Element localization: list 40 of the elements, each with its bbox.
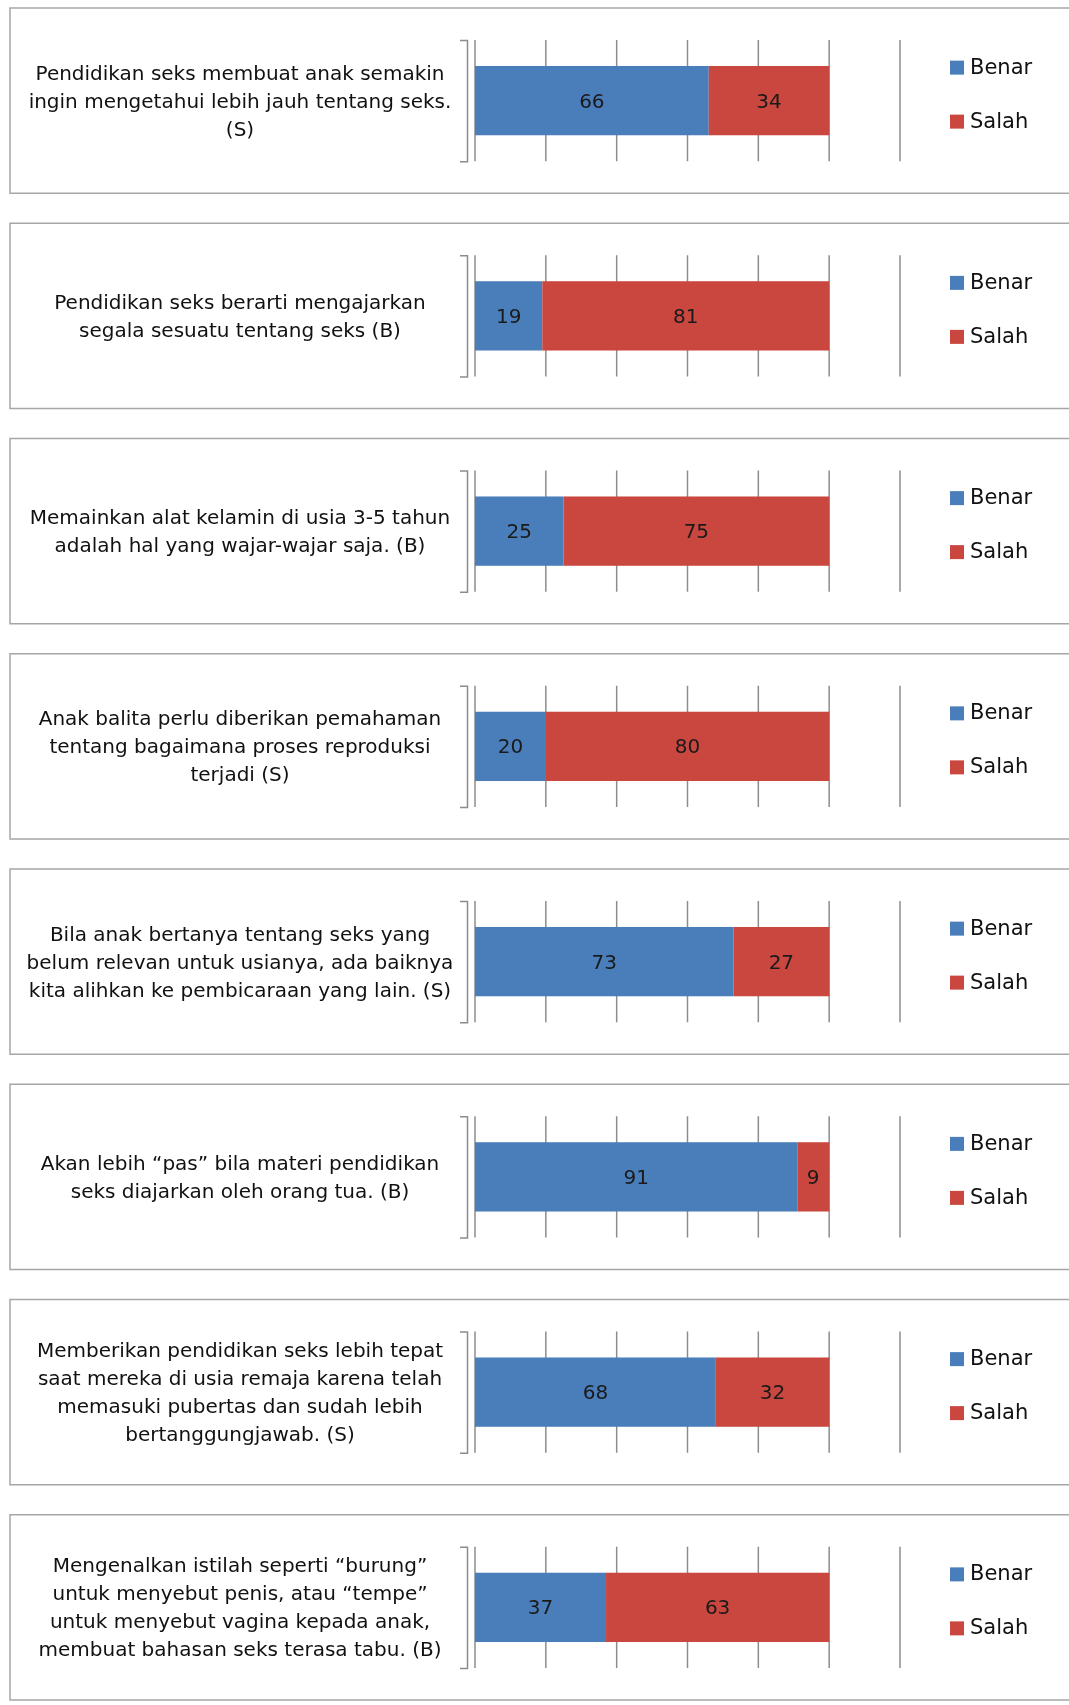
legend-label: Salah	[970, 108, 1029, 133]
y-tick-label: Pendidikan seks membuat anak semakin ingin mengetahui lebih jauh tentang seks. (S)	[28, 60, 452, 141]
legend-label: Benar	[970, 915, 1033, 940]
data-label: 34	[756, 88, 782, 113]
data-label: 9	[806, 1164, 820, 1189]
legend-label: Salah	[970, 969, 1029, 994]
legend-label: Benar	[970, 269, 1033, 294]
data-label: 27	[768, 949, 795, 974]
y-tick-label: Anak balita perlu diberikan pemahaman tentang bagaimana proses reproduksi terjadi (S)	[38, 706, 442, 787]
y-tick-label: Akan lebih “pas” bila materi pendidikan seks diajarkan oleh orang tua. (B)	[40, 1150, 440, 1203]
legend-label: Benar	[970, 485, 1033, 510]
data-label: 37	[527, 1595, 554, 1620]
data-label: 32	[759, 1380, 786, 1405]
data-label: 20	[497, 734, 524, 759]
y-tick-label: Pendidikan seks berarti mengajarkan segala sesuatu tentang seks (B)	[54, 289, 426, 342]
data-label: 66	[579, 88, 605, 113]
data-label: 73	[591, 949, 617, 974]
y-tick-label: Memainkan alat kelamin di usia 3-5 tahun adalah hal yang wajar-wajar saja. (B)	[29, 505, 451, 558]
legend-label: Benar	[970, 1346, 1033, 1371]
data-label: 81	[673, 303, 699, 328]
legend-label: Salah	[970, 539, 1029, 564]
legend-label: Salah	[970, 1400, 1029, 1425]
data-label: 68	[582, 1380, 609, 1405]
data-label: 80	[674, 734, 701, 759]
data-label: 19	[495, 303, 522, 328]
legend-label: Benar	[970, 54, 1033, 79]
y-tick-label: Mengenalkan istilah seperti “burung” untuk menyebut penis, atau “tempe” untuk menyebut vagina kepada anak, membuat bahasan seks terasa tabu. (B)	[38, 1553, 442, 1662]
legend-label: Salah	[970, 323, 1029, 348]
y-tick-label: Memberikan pendidikan seks lebih tepat saat mereka di usia remaja karena telah memasuki pubertas dan sudah lebih bertanggungjawab. (S)	[36, 1338, 444, 1447]
data-label: 25	[506, 519, 532, 544]
y-tick-label: Bila anak bertanya tentang seks yang belum relevan untuk usianya, ada baiknya kita alihkan ke pembicaraan yang lain. (S)	[26, 921, 454, 1002]
legend-label: Salah	[970, 1615, 1029, 1640]
legend-label: Benar	[970, 1561, 1033, 1586]
data-label: 91	[623, 1164, 649, 1189]
legend-label: Benar	[970, 1130, 1033, 1155]
data-label: 63	[704, 1595, 731, 1620]
legend-label: Salah	[970, 754, 1029, 779]
legend-label: Benar	[970, 700, 1033, 725]
data-label: 75	[683, 519, 710, 544]
legend-label: Salah	[970, 1184, 1029, 1209]
